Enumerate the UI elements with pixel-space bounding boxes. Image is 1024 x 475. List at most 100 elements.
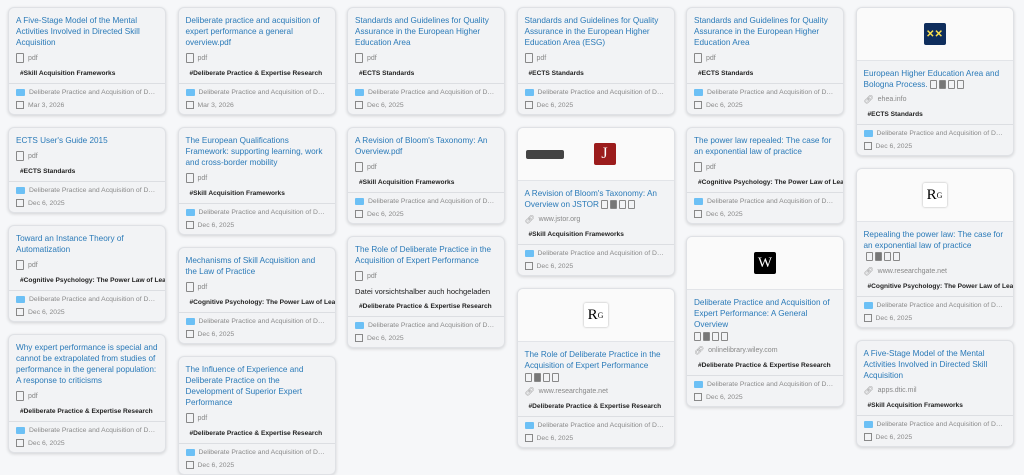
snapshot-icon[interactable] [874, 252, 882, 262]
view-icon[interactable] [524, 373, 532, 382]
card-title[interactable]: Standards and Guidelines for Quality Ass… [525, 15, 667, 48]
card-title-text[interactable]: The Role of Deliberate Practice in the A… [524, 350, 661, 370]
collection-name[interactable]: Deliberate Practice and Acquisition of D… [707, 89, 836, 96]
card-title[interactable]: ECTS User's Guide 2015 [16, 135, 158, 146]
card-thumbnail[interactable]: J [517, 128, 674, 181]
card-title-text[interactable]: Mechanisms of Skill Acquisition and the … [185, 256, 316, 276]
collection-link[interactable]: Deliberate Practice and Acquisition of D… [355, 322, 497, 329]
collection-link[interactable]: Deliberate Practice and Acquisition of D… [185, 89, 328, 96]
text-icon[interactable] [956, 80, 964, 90]
collection-link[interactable]: Deliberate Practice and Acquisition of D… [863, 302, 1006, 309]
collection-name[interactable]: Deliberate Practice and Acquisition of D… [29, 296, 158, 303]
pdf-icon[interactable] [542, 373, 550, 382]
text-icon[interactable] [892, 252, 900, 262]
snapshot-icon[interactable] [938, 80, 946, 90]
collection-link[interactable]: Deliberate Practice and Acquisition of D… [863, 130, 1006, 137]
source-domain[interactable]: apps.dtic.mil [877, 387, 917, 394]
collection-name[interactable]: Deliberate Practice and Acquisition of D… [368, 322, 497, 329]
tag-badge[interactable]: #Skill Acquisition Frameworks [359, 179, 455, 186]
tag-badge[interactable]: #ECTS Standards [20, 168, 76, 175]
source-link[interactable]: 🔗︎ www.researchgate.net [864, 267, 1006, 276]
bookmark-card[interactable]: Mechanisms of Skill Acquisition and the … [177, 247, 336, 344]
source-domain[interactable]: www.researchgate.net [877, 268, 947, 275]
collection-name[interactable]: Deliberate Practice and Acquisition of D… [537, 89, 667, 96]
collection-name[interactable]: Deliberate Practice and Acquisition of D… [29, 89, 158, 96]
tag-badge[interactable]: #Skill Acquisition Frameworks [189, 190, 285, 197]
tag-badge[interactable]: #Deliberate Practice & Expertise Researc… [528, 403, 662, 410]
collection-link[interactable]: Deliberate Practice and Acquisition of D… [185, 449, 328, 456]
pdf-icon[interactable] [618, 200, 626, 210]
collection-link[interactable]: Deliberate Practice and Acquisition of D… [694, 89, 836, 96]
card-title[interactable]: Why expert performance is special and ca… [16, 342, 158, 386]
card-title[interactable]: Mechanisms of Skill Acquisition and the … [186, 255, 328, 277]
collection-name[interactable]: Deliberate Practice and Acquisition of D… [198, 209, 328, 216]
card-title[interactable]: A Revision of Bloom's Taxonomy: An Overv… [525, 188, 667, 210]
pdf-icon[interactable] [712, 332, 719, 341]
collection-name[interactable]: Deliberate Practice and Acquisition of D… [198, 449, 328, 456]
bookmark-card[interactable]: The Influence of Experience and Delibera… [177, 356, 336, 475]
bookmark-card[interactable]: Standards and Guidelines for Quality Ass… [686, 7, 844, 115]
tag-badge[interactable]: #ECTS Standards [359, 70, 415, 77]
bookmark-card[interactable]: J A Revision of Bloom's Taxonomy: An Over… [516, 127, 675, 276]
collection-link[interactable]: Deliberate Practice and Acquisition of D… [355, 89, 497, 96]
card-title-text[interactable]: The Influence of Experience and Delibera… [185, 365, 304, 407]
collection-link[interactable]: Deliberate Practice and Acquisition of D… [355, 198, 497, 205]
card-title[interactable]: The European Qualifications Framework: s… [186, 135, 328, 168]
source-link[interactable]: 🔗︎ www.researchgate.net [525, 387, 667, 396]
tag-badge[interactable]: #Cognitive Psychology: The Power Law of … [189, 299, 336, 306]
card-title-text[interactable]: Toward an Instance Theory of Automatizat… [16, 234, 124, 254]
view-icon[interactable] [600, 200, 608, 210]
source-domain[interactable]: www.jstor.org [538, 216, 581, 223]
tag-badge[interactable]: #Skill Acquisition Frameworks [528, 231, 624, 238]
bookmark-card[interactable]: ECTS User's Guide 2015 pdf #ECTS Standards… [8, 127, 166, 213]
text-icon[interactable] [627, 200, 635, 210]
bookmark-card[interactable]: The Role of Deliberate Practice in the A… [347, 236, 505, 348]
bookmark-card[interactable]: Deliberate practice and acquisition of e… [177, 7, 336, 115]
tag-badge[interactable]: #ECTS Standards [528, 70, 584, 77]
tag-badge[interactable]: #Deliberate Practice & Expertise Researc… [698, 362, 831, 369]
tag-badge[interactable]: #Skill Acquisition Frameworks [867, 402, 963, 409]
snapshot-icon[interactable] [609, 200, 617, 210]
collection-link[interactable]: Deliberate Practice and Acquisition of D… [16, 89, 158, 96]
bookmark-card[interactable]: W Deliberate Practice and Acquisition of … [686, 236, 844, 407]
card-title[interactable]: The Role of Deliberate Practice in the A… [355, 244, 497, 266]
card-title-text[interactable]: ECTS User's Guide 2015 [16, 136, 108, 145]
bookmark-card[interactable]: Standards and Guidelines for Quality Ass… [516, 7, 675, 115]
bookmark-card[interactable]: Toward an Instance Theory of Automatizat… [8, 225, 166, 322]
card-title-text[interactable]: A Five-Stage Model of the Mental Activit… [16, 16, 140, 47]
card-title[interactable]: The Role of Deliberate Practice in the A… [525, 349, 667, 371]
card-title[interactable]: The power law repealed: The case for an … [694, 135, 836, 157]
view-icon[interactable] [865, 252, 873, 262]
bookmark-card[interactable]: Why expert performance is special and ca… [8, 334, 166, 453]
card-title-text[interactable]: Standards and Guidelines for Quality Ass… [355, 16, 489, 47]
bookmark-card[interactable]: Standards and Guidelines for Quality Ass… [347, 7, 505, 115]
collection-link[interactable]: Deliberate Practice and Acquisition of D… [863, 421, 1006, 428]
card-title[interactable]: The Influence of Experience and Delibera… [186, 364, 328, 408]
snapshot-icon[interactable] [703, 332, 710, 341]
tag-badge[interactable]: #Cognitive Psychology: The Power Law of … [698, 179, 844, 186]
collection-name[interactable]: Deliberate Practice and Acquisition of D… [876, 421, 1006, 428]
collection-link[interactable]: Deliberate Practice and Acquisition of D… [16, 427, 158, 434]
tag-badge[interactable]: #Cognitive Psychology: The Power Law of … [20, 277, 166, 284]
card-title[interactable]: A Revision of Bloom's Taxonomy: An Overv… [355, 135, 497, 157]
collection-link[interactable]: Deliberate Practice and Acquisition of D… [524, 250, 667, 257]
card-title[interactable]: Toward an Instance Theory of Automatizat… [16, 233, 158, 255]
source-domain[interactable]: ehea.info [877, 96, 907, 103]
card-title-text[interactable]: Deliberate Practice and Acquisition of E… [694, 298, 830, 329]
source-link[interactable]: 🔗︎ onlinelibrary.wiley.com [694, 346, 836, 355]
card-title[interactable]: Standards and Guidelines for Quality Ass… [355, 15, 497, 48]
card-title-text[interactable]: Repealing the power law: The case for an… [863, 230, 1004, 250]
card-thumbnail[interactable]: ✕✕ [856, 8, 1013, 61]
bookmark-card[interactable]: The European Qualifications Framework: s… [177, 127, 336, 235]
text-icon[interactable] [721, 332, 728, 341]
card-thumbnail[interactable]: W [687, 237, 843, 290]
collection-name[interactable]: Deliberate Practice and Acquisition of D… [368, 89, 497, 96]
bookmark-card[interactable]: A Revision of Bloom's Taxonomy: An Overv… [347, 127, 505, 224]
bookmark-card[interactable]: R G Repealing the power law: The case for … [855, 168, 1014, 328]
collection-name[interactable]: Deliberate Practice and Acquisition of D… [29, 187, 158, 194]
collection-link[interactable]: Deliberate Practice and Acquisition of D… [694, 381, 836, 388]
collection-link[interactable]: Deliberate Practice and Acquisition of D… [16, 296, 158, 303]
view-icon[interactable] [694, 332, 701, 341]
